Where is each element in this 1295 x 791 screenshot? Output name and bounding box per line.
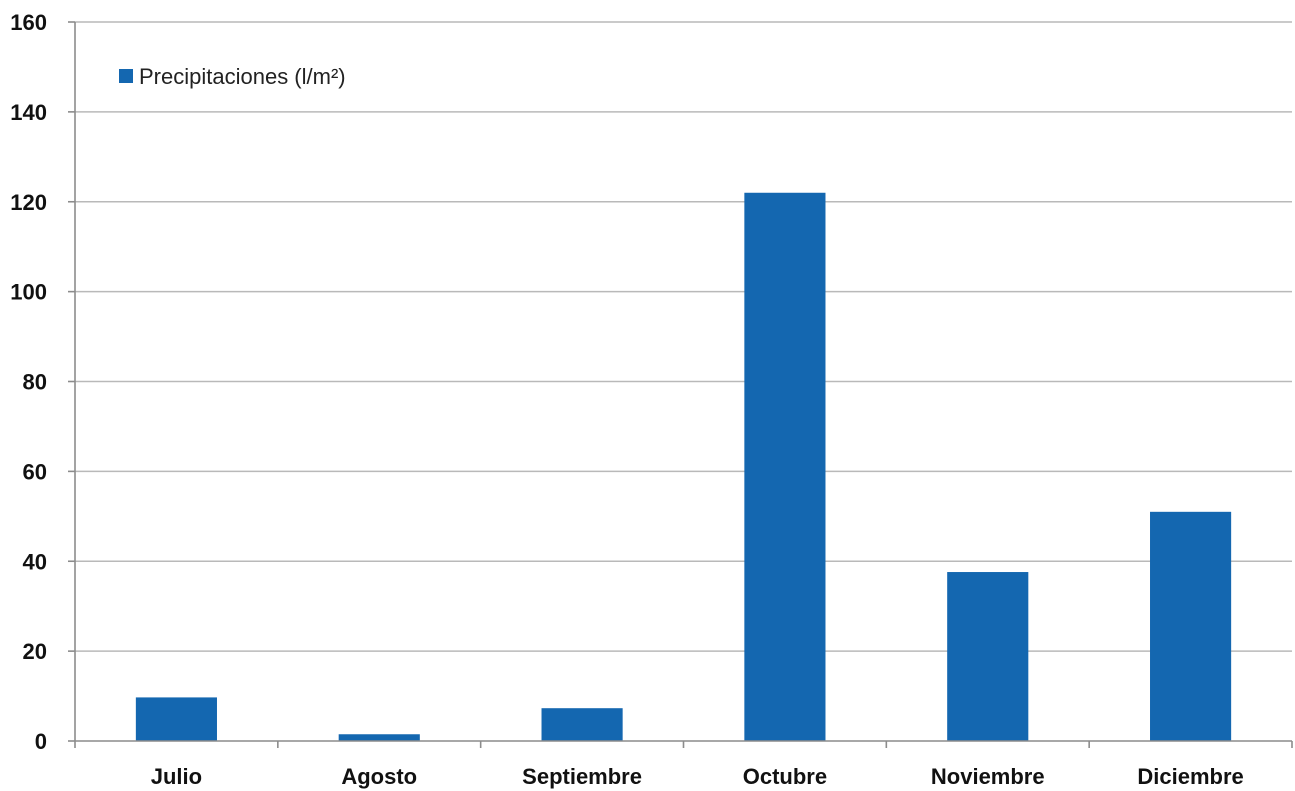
axes bbox=[68, 21, 1293, 748]
gridlines bbox=[75, 21, 1292, 652]
y-tick-label: 0 bbox=[35, 729, 47, 754]
y-tick-label: 160 bbox=[10, 10, 47, 35]
legend: Precipitaciones (l/m²) bbox=[119, 64, 346, 89]
y-tick-label: 140 bbox=[10, 100, 47, 125]
y-tick-label: 120 bbox=[10, 190, 47, 215]
x-tick-labels: Julio Agosto Septiembre Octubre Noviembre Dic… bbox=[151, 764, 1244, 789]
y-tick-label: 40 bbox=[23, 549, 47, 574]
bar bbox=[541, 708, 623, 741]
x-tick-label: Agosto bbox=[341, 764, 417, 789]
legend-swatch bbox=[119, 69, 133, 83]
bars bbox=[135, 192, 1232, 741]
x-tick-label: Julio bbox=[151, 764, 202, 789]
legend-label: Precipitaciones (l/m²) bbox=[139, 64, 346, 89]
y-tick-labels: 0 20 40 60 80 100 120 140 160 bbox=[10, 10, 47, 754]
y-tick-label: 80 bbox=[23, 370, 47, 395]
bar bbox=[338, 734, 420, 741]
x-tick-label: Noviembre bbox=[931, 764, 1045, 789]
x-tick-label: Septiembre bbox=[522, 764, 642, 789]
x-tick-label: Octubre bbox=[743, 764, 827, 789]
y-tick-label: 20 bbox=[23, 639, 47, 664]
y-tick-label: 100 bbox=[10, 280, 47, 305]
x-tick-label: Diciembre bbox=[1137, 764, 1243, 789]
bar bbox=[947, 572, 1029, 741]
bar bbox=[744, 192, 826, 741]
bar bbox=[1150, 511, 1232, 741]
y-tick-label: 60 bbox=[23, 459, 47, 484]
bar bbox=[135, 697, 217, 741]
